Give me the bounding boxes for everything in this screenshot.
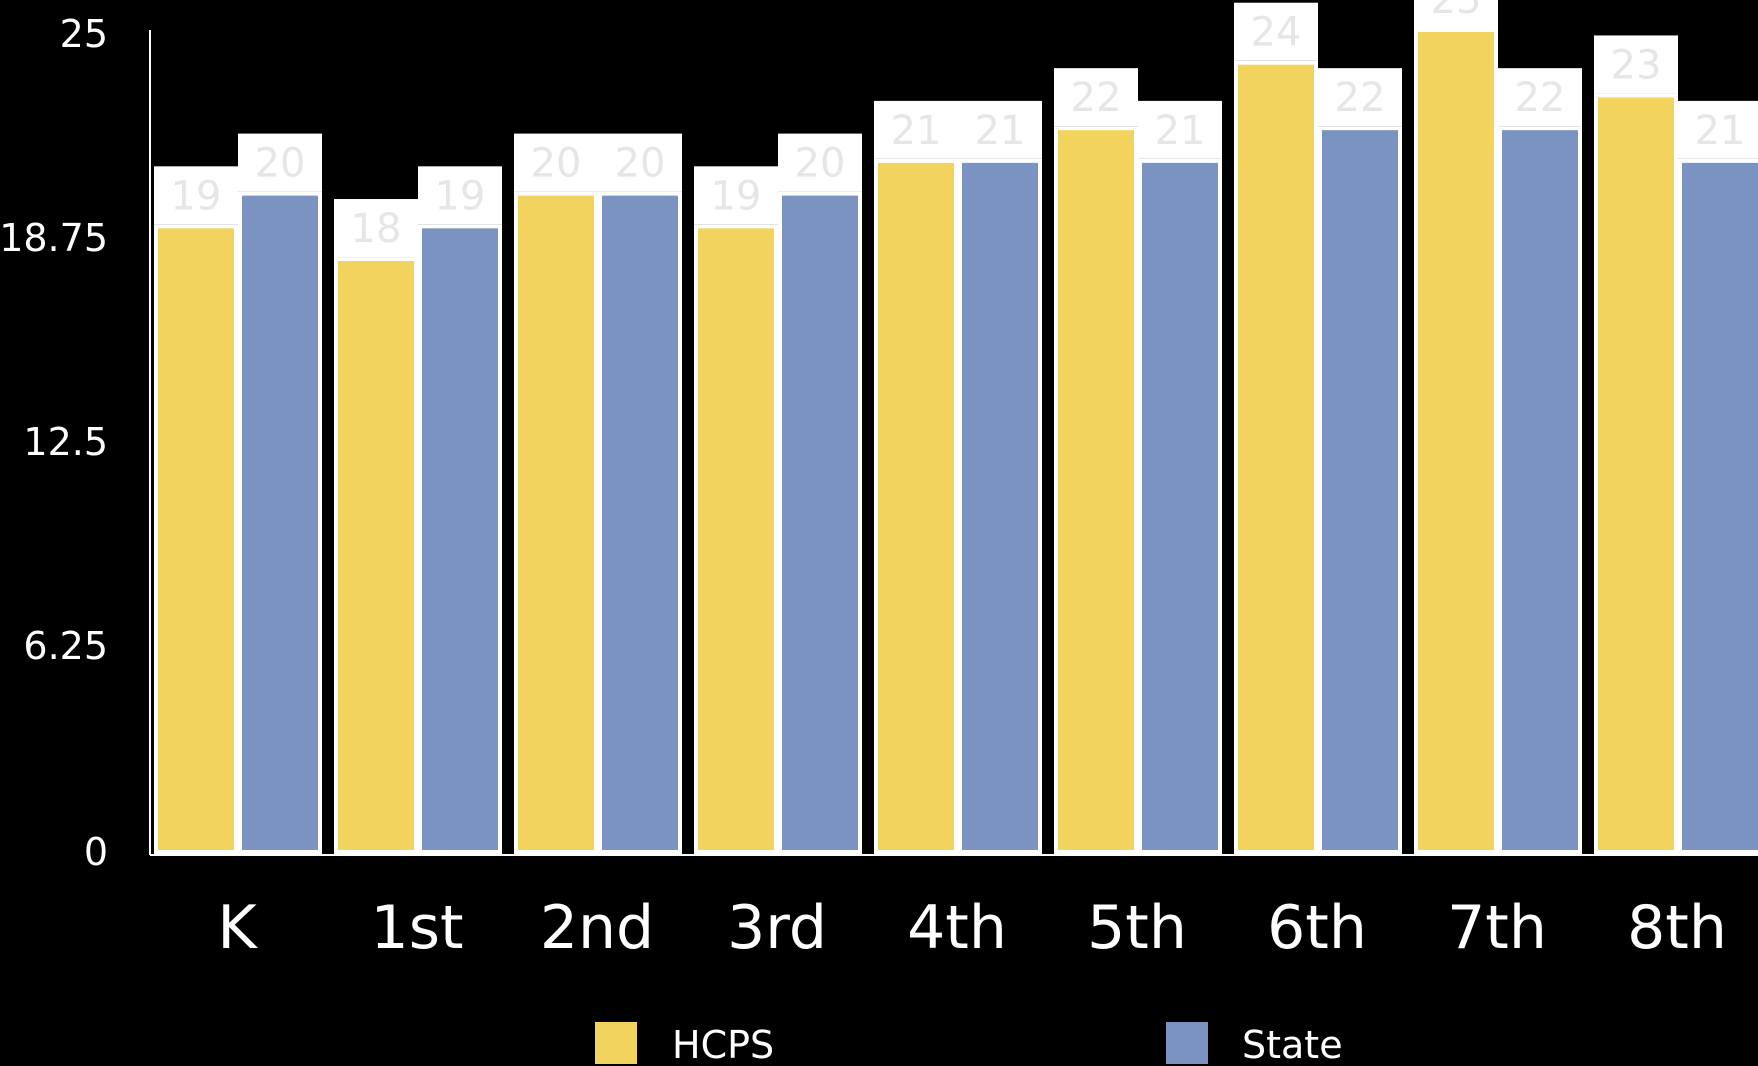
bar-state-6th (1322, 130, 1398, 850)
data-label-bg-hcps-3rd (694, 166, 778, 225)
data-label-bg-state-4th (958, 100, 1042, 159)
data-label-state-6th: 22 (1335, 75, 1386, 121)
y-tick-label-6-25: 6.25 (23, 624, 108, 668)
y-tick-label-0: 0 (84, 830, 108, 874)
bar-state-4th (962, 162, 1038, 850)
bar-hcps-3rd (698, 228, 774, 850)
data-label-state-3rd: 20 (795, 141, 846, 187)
x-label-k: K (217, 893, 258, 963)
data-label-hcps-6th: 24 (1251, 10, 1302, 56)
bar-state-k (242, 195, 318, 851)
data-label-hcps-2nd: 20 (531, 141, 582, 187)
bar-state-5th (1142, 162, 1218, 850)
data-label-bg-hcps-2nd (514, 133, 598, 192)
x-label-6th: 6th (1267, 893, 1367, 963)
bar-hcps-5th (1058, 130, 1134, 850)
data-label-state-4th: 21 (975, 108, 1026, 154)
bar-state-1st (422, 228, 498, 850)
y-tick-label-18-75: 18.75 (0, 216, 108, 260)
data-label-hcps-8th: 23 (1611, 42, 1662, 88)
data-label-state-k: 20 (255, 141, 306, 187)
legend-swatch-hcps (595, 1022, 637, 1064)
data-label-bg-hcps-7th (1414, 0, 1498, 28)
bar-hcps-k (158, 228, 234, 850)
data-label-bg-state-5th (1138, 100, 1222, 159)
legend: HCPS State (595, 1022, 1343, 1066)
data-label-hcps-4th: 21 (891, 108, 942, 154)
bar-hcps-7th (1418, 32, 1494, 850)
legend-label-hcps: HCPS (672, 1023, 774, 1066)
data-label-bg-state-8th (1678, 100, 1758, 159)
data-label-bg-hcps-6th (1234, 2, 1318, 61)
bar-hcps-2nd (518, 195, 594, 851)
data-label-bg-state-2nd (598, 133, 682, 192)
x-label-2nd: 2nd (540, 893, 654, 963)
bar-hcps-4th (878, 162, 954, 850)
data-label-state-8th: 21 (1695, 108, 1746, 154)
y-axis: 25 18.75 12.5 6.25 0 (0, 12, 1758, 874)
data-label-state-5th: 21 (1155, 108, 1206, 154)
x-label-5th: 5th (1087, 893, 1187, 963)
data-label-bg-hcps-4th (874, 100, 958, 159)
x-label-7th: 7th (1447, 893, 1547, 963)
bar-state-2nd (602, 195, 678, 851)
bar-state-8th (1682, 162, 1758, 850)
data-label-bg-hcps-8th (1594, 35, 1678, 94)
data-label-bg-state-6th (1318, 68, 1402, 127)
data-label-hcps-3rd: 19 (711, 173, 762, 219)
data-label-bg-hcps-k (154, 166, 238, 225)
data-label-state-1st: 19 (435, 173, 486, 219)
data-label-hcps-7th: 25 (1431, 0, 1482, 23)
data-label-bg-hcps-5th (1054, 68, 1138, 127)
x-label-8th: 8th (1627, 893, 1727, 963)
data-label-hcps-1st: 18 (351, 206, 402, 252)
y-tick-label-25: 25 (60, 12, 108, 56)
legend-label-state: State (1242, 1023, 1343, 1066)
data-label-hcps-k: 19 (171, 173, 222, 219)
data-labels: 19 20 18 19 20 20 19 20 21 21 22 21 24 22 25 22 23 21 (154, 0, 1758, 258)
data-label-bg-state-1st (418, 166, 502, 225)
x-label-1st: 1st (371, 893, 464, 963)
bar-state-3rd (782, 195, 858, 851)
y-tick-label-12-5: 12.5 (23, 420, 108, 464)
data-label-hcps-5th: 22 (1071, 75, 1122, 121)
data-label-state-2nd: 20 (615, 141, 666, 187)
data-label-bg-state-7th (1498, 68, 1582, 127)
x-axis-labels: K 1st 2nd 3rd 4th 5th 6th 7th 8th (217, 893, 1727, 963)
data-label-bg-state-3rd (778, 133, 862, 192)
data-label-bg-state-k (238, 133, 322, 192)
bar-hcps-6th (1238, 64, 1314, 851)
bars (154, 28, 1758, 855)
data-label-bg-hcps-1st (334, 199, 418, 258)
x-label-4th: 4th (907, 893, 1007, 963)
bar-state-7th (1502, 130, 1578, 850)
x-label-3rd: 3rd (727, 893, 827, 963)
legend-swatch-state (1166, 1022, 1208, 1064)
bar-hcps-1st (338, 261, 414, 850)
data-label-state-7th: 22 (1515, 75, 1566, 121)
bar-hcps-8th (1598, 97, 1674, 850)
